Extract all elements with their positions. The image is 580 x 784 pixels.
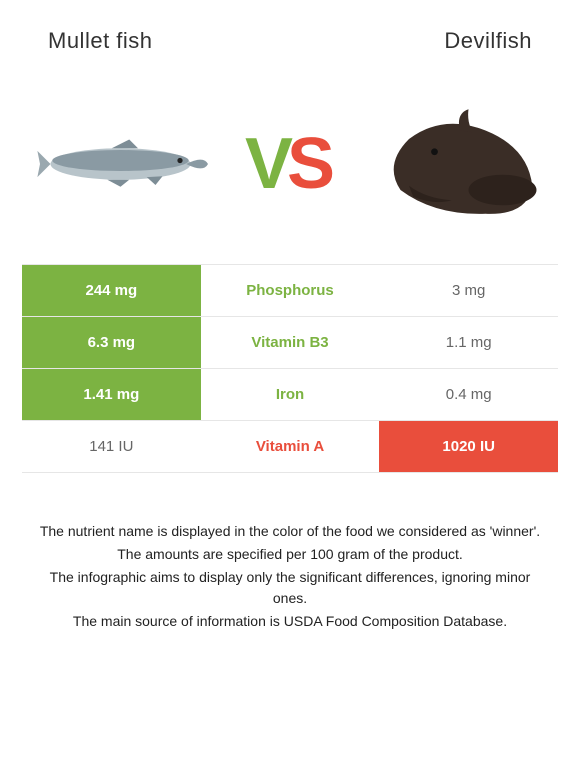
table-row: 141 IUVitamin A1020 IU bbox=[22, 421, 558, 473]
table-row: 1.41 mgIron0.4 mg bbox=[22, 369, 558, 421]
nutrient-label: Vitamin A bbox=[201, 421, 380, 472]
left-value: 6.3 mg bbox=[22, 317, 201, 368]
title-left: Mullet fish bbox=[48, 28, 153, 54]
right-value: 1020 IU bbox=[379, 421, 558, 472]
footer-notes: The nutrient name is displayed in the co… bbox=[0, 473, 580, 632]
nutrient-table: 244 mgPhosphorus3 mg6.3 mgVitamin B31.1 … bbox=[22, 264, 558, 473]
table-row: 244 mgPhosphorus3 mg bbox=[22, 265, 558, 317]
vs-label: V S bbox=[245, 128, 335, 200]
right-value: 3 mg bbox=[379, 265, 558, 316]
table-row: 6.3 mgVitamin B31.1 mg bbox=[22, 317, 558, 369]
vs-s: S bbox=[287, 128, 335, 200]
right-value: 0.4 mg bbox=[379, 369, 558, 420]
left-value: 244 mg bbox=[22, 265, 201, 316]
devilfish-icon bbox=[375, 105, 545, 224]
footer-line: The nutrient name is displayed in the co… bbox=[36, 521, 544, 542]
footer-line: The amounts are specified per 100 gram o… bbox=[36, 544, 544, 565]
footer-line: The main source of information is USDA F… bbox=[36, 611, 544, 632]
mullet-fish-icon bbox=[33, 129, 208, 199]
vs-v: V bbox=[245, 128, 293, 200]
images-row: V S bbox=[0, 54, 580, 264]
header: Mullet fish Devilfish bbox=[0, 0, 580, 54]
nutrient-label: Vitamin B3 bbox=[201, 317, 380, 368]
footer-line: The infographic aims to display only the… bbox=[36, 567, 544, 609]
mullet-fish-image bbox=[30, 104, 210, 224]
devilfish-image bbox=[370, 104, 550, 224]
title-right: Devilfish bbox=[444, 28, 532, 54]
nutrient-label: Phosphorus bbox=[201, 265, 380, 316]
left-value: 141 IU bbox=[22, 421, 201, 472]
nutrient-label: Iron bbox=[201, 369, 380, 420]
right-value: 1.1 mg bbox=[379, 317, 558, 368]
left-value: 1.41 mg bbox=[22, 369, 201, 420]
